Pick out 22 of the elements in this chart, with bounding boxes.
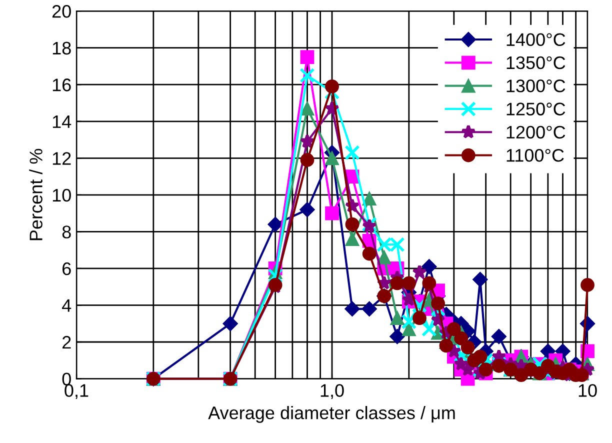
legend-label: 1200°C — [506, 126, 566, 139]
y-tick-label: 14 — [52, 116, 72, 128]
y-tick-label: 4 — [62, 299, 72, 312]
y-tick-label: 6 — [62, 262, 71, 276]
y-tick-label: 18 — [52, 42, 71, 55]
y-tick-label: 20 — [52, 5, 71, 18]
x-tick-label: 1,0 — [320, 384, 344, 400]
y-axis-title: Percent / % — [29, 148, 42, 240]
x-axis-title: Average diameter classes / μm — [208, 406, 455, 423]
legend-label: 1350°C — [506, 56, 566, 70]
y-tick-label: 10 — [52, 188, 71, 202]
y-tick-label: 8 — [62, 226, 71, 238]
y-tick-label: 2 — [62, 336, 71, 349]
y-tick-label: 16 — [52, 78, 71, 92]
y-tick-label: 0 — [62, 372, 71, 386]
legend-label: 1300°C — [506, 80, 566, 92]
legend-label: 1250°C — [506, 102, 566, 116]
legend-label: 1400°C — [506, 33, 566, 46]
x-tick-label: 0,1 — [64, 384, 88, 400]
x-tick-label: 10 — [578, 384, 597, 397]
legend-label: 1100°C — [506, 148, 564, 162]
y-tick-label: 12 — [52, 152, 71, 165]
